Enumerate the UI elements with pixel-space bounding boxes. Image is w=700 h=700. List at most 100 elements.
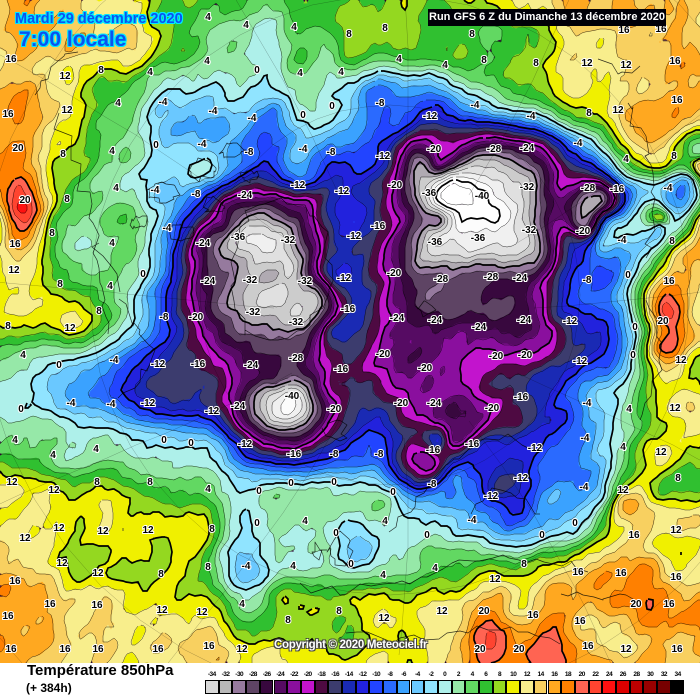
svg-text:-12: -12 [514,473,529,484]
svg-text:16: 16 [618,25,630,36]
svg-text:-20: -20 [376,349,391,360]
svg-text:-4: -4 [110,355,119,366]
svg-text:12: 12 [53,523,65,534]
svg-text:12: 12 [19,533,31,544]
svg-text:-4: -4 [67,398,76,409]
svg-text:8: 8 [205,562,211,573]
svg-text:12: 12 [196,607,208,618]
svg-text:-8: -8 [245,147,254,158]
svg-text:-4: -4 [209,106,218,117]
svg-text:16: 16 [92,644,104,655]
svg-text:-20: -20 [489,351,504,362]
svg-text:-20: -20 [427,144,442,155]
svg-text:-12: -12 [573,356,588,367]
svg-text:-20: -20 [576,226,591,237]
svg-text:-16: -16 [191,359,206,370]
svg-text:12: 12 [59,71,71,82]
svg-text:20: 20 [12,143,24,154]
svg-text:-8: -8 [375,449,384,460]
svg-text:-28: -28 [484,272,499,283]
svg-text:8: 8 [94,477,100,488]
svg-text:16: 16 [615,568,627,579]
svg-text:8: 8 [336,606,342,617]
svg-text:-4: -4 [159,97,168,108]
svg-text:4: 4 [50,450,56,461]
svg-text:20: 20 [657,316,669,327]
svg-text:8: 8 [675,473,681,484]
svg-text:0: 0 [331,477,337,488]
svg-text:4: 4 [147,67,153,78]
svg-text:-4: -4 [198,139,207,150]
svg-text:-4: -4 [664,183,673,194]
svg-text:16: 16 [9,576,21,587]
svg-text:-12: -12 [484,491,499,502]
svg-text:12: 12 [675,355,687,366]
svg-text:-20: -20 [418,363,433,374]
svg-text:0: 0 [632,322,638,333]
svg-text:-16: -16 [371,221,386,232]
svg-text:-12: -12 [151,359,166,370]
svg-text:8: 8 [96,306,102,317]
svg-text:-20: -20 [387,268,402,279]
svg-text:-32: -32 [298,276,313,287]
svg-text:-8: -8 [376,98,385,109]
svg-text:-36: -36 [471,233,486,244]
svg-text:-28: -28 [434,274,449,285]
svg-text:4: 4 [380,570,386,581]
svg-text:16: 16 [628,530,640,541]
svg-text:20: 20 [478,606,490,617]
svg-text:-24: -24 [238,190,253,201]
svg-text:12: 12 [236,644,248,655]
svg-text:12: 12 [620,60,632,71]
svg-text:-12: -12 [335,186,350,197]
svg-text:16: 16 [670,572,682,583]
svg-text:12: 12 [156,605,168,616]
svg-text:-20: -20 [327,404,342,415]
svg-text:16: 16 [582,641,594,652]
svg-text:8: 8 [382,23,388,34]
svg-text:-4: -4 [468,515,477,526]
svg-text:12: 12 [612,105,624,116]
svg-text:0: 0 [256,486,262,497]
svg-text:4: 4 [12,435,18,446]
svg-text:16: 16 [572,567,584,578]
svg-text:20: 20 [513,644,525,655]
svg-text:-12: -12 [563,316,578,327]
svg-text:16: 16 [91,600,103,611]
svg-text:-16: -16 [334,364,349,375]
svg-text:-4: -4 [163,223,172,234]
svg-text:-28: -28 [487,144,502,155]
svg-text:-12: -12 [423,111,438,122]
svg-text:4: 4 [626,404,632,415]
svg-text:-12: -12 [238,439,253,450]
svg-text:4: 4 [93,444,99,455]
svg-text:-24: -24 [472,322,487,333]
svg-text:4: 4 [302,516,308,527]
svg-text:-20: -20 [189,312,204,323]
svg-text:8: 8 [158,569,164,580]
svg-text:-24: -24 [231,401,246,412]
svg-text:8: 8 [209,524,215,535]
svg-text:16: 16 [203,641,215,652]
svg-text:8: 8 [285,615,291,626]
svg-text:0: 0 [153,140,159,151]
svg-text:4: 4 [623,154,629,165]
svg-text:-4: -4 [618,235,627,246]
svg-text:4: 4 [204,56,210,67]
svg-text:-24: -24 [244,360,259,371]
svg-text:16: 16 [2,611,14,622]
svg-text:16: 16 [671,95,683,106]
svg-text:0: 0 [630,350,636,361]
svg-text:-20: -20 [394,398,409,409]
svg-text:8: 8 [57,279,63,290]
svg-text:16: 16 [671,644,683,655]
svg-text:-12: -12 [291,180,306,191]
svg-text:-24: -24 [196,238,211,249]
svg-text:0: 0 [333,528,339,539]
svg-text:16: 16 [59,644,71,655]
svg-text:0: 0 [572,518,578,529]
svg-text:16: 16 [574,616,586,627]
svg-text:-4: -4 [107,399,116,410]
svg-text:-4: -4 [248,113,257,124]
svg-text:12: 12 [97,526,109,537]
